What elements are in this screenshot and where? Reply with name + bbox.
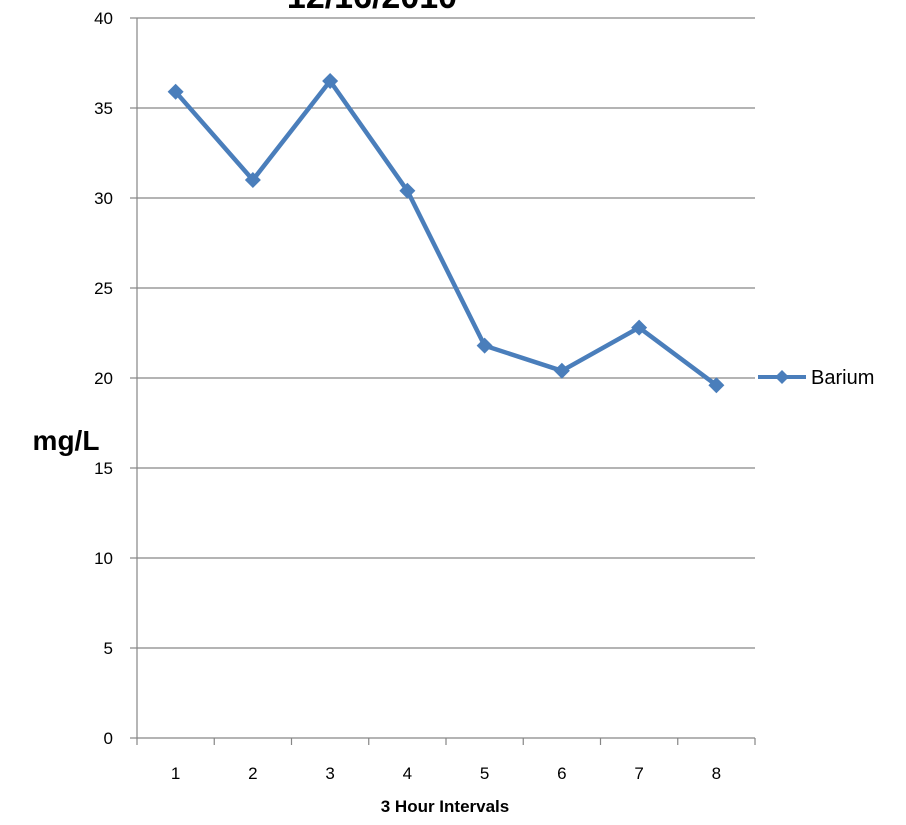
- data-point-7: [631, 319, 648, 336]
- x-tick-label-2: 2: [248, 764, 257, 783]
- x-tick-label-5: 5: [480, 764, 489, 783]
- gridlines: [137, 17, 755, 649]
- x-tick-label-1: 1: [171, 764, 180, 783]
- legend-label-barium: Barium: [811, 367, 874, 389]
- data-point-2: [244, 172, 261, 188]
- y-tick-label-30: 30: [94, 189, 113, 208]
- series-group: [167, 73, 725, 394]
- y-tick-label-25: 25: [94, 279, 113, 298]
- y-tick-label-5: 5: [104, 639, 113, 658]
- legend-marker: [775, 370, 789, 384]
- y-tick-label-10: 10: [94, 549, 113, 568]
- data-point-8: [708, 377, 725, 394]
- chart-title: 12/16/2010: [287, 0, 457, 16]
- y-tick-label-20: 20: [94, 369, 113, 388]
- x-tick-label-3: 3: [325, 764, 334, 783]
- data-point-3: [322, 73, 339, 89]
- y-tick-label-35: 35: [94, 99, 113, 118]
- y-tick-label-40: 40: [94, 9, 113, 28]
- data-point-4: [399, 182, 416, 199]
- y-tick-label-0: 0: [104, 729, 113, 748]
- y-tick-label-15: 15: [94, 459, 113, 478]
- x-tick-label-6: 6: [557, 764, 566, 783]
- series-line-barium: [173, 78, 718, 388]
- x-tick-label-8: 8: [712, 764, 721, 783]
- y-axis-label: mg/L: [33, 425, 100, 456]
- x-axis-ticks: 1 2 3 4 5 6 7 8: [136, 738, 756, 783]
- x-tick-label-4: 4: [403, 764, 412, 783]
- data-point-6: [553, 362, 570, 379]
- data-point-1: [167, 83, 184, 100]
- legend: Barium: [758, 367, 874, 389]
- data-point-5: [476, 337, 493, 354]
- x-tick-label-7: 7: [634, 764, 643, 783]
- x-axis-label: 3 Hour Intervals: [381, 797, 510, 816]
- y-axis-ticks: 0 5 10 15 20 25 30 35 40: [94, 9, 137, 748]
